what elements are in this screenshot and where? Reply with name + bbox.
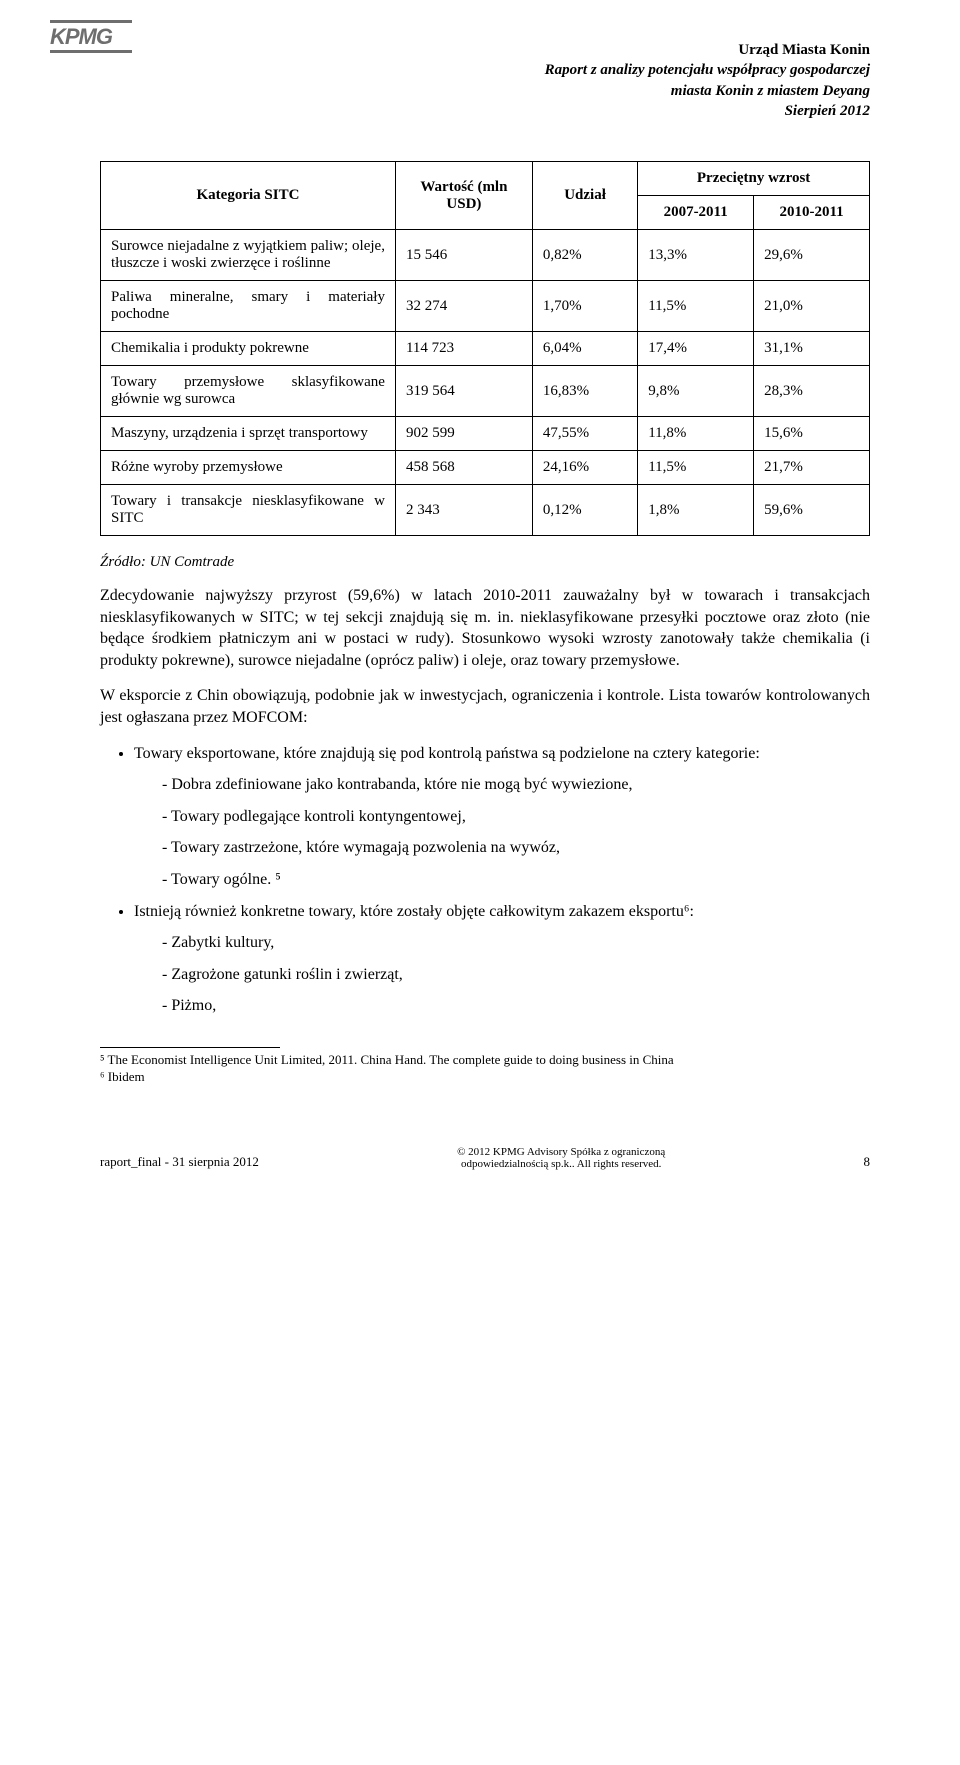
footnote-separator	[100, 1047, 280, 1048]
table-source: Źródło: UN Comtrade	[100, 554, 870, 571]
cell-label: Paliwa mineralne, smary i materiały poch…	[101, 281, 396, 332]
th-value: Wartość (mln USD)	[395, 162, 532, 230]
bullet-text: Towary eksportowane, które znajdują się …	[134, 745, 760, 762]
cell-label: Maszyny, urządzenia i sprzęt transportow…	[101, 417, 396, 451]
bullet-list: Towary eksportowane, które znajdują się …	[100, 743, 870, 1017]
cell-value: 15 546	[395, 230, 532, 281]
footnote-5: ⁵ The Economist Intelligence Unit Limite…	[100, 1052, 870, 1069]
kpmg-logo: KPMG	[50, 20, 132, 59]
table-row: Różne wyroby przemysłowe 458 568 24,16% …	[101, 451, 870, 485]
cell-p2: 15,6%	[754, 417, 870, 451]
cell-value: 114 723	[395, 332, 532, 366]
th-share: Udział	[532, 162, 637, 230]
dash-item: - Dobra zdefiniowane jako kontrabanda, k…	[162, 774, 870, 796]
cell-share: 6,04%	[532, 332, 637, 366]
header-title-2: miasta Konin z miastem Deyang	[100, 81, 870, 101]
dash-item: - Towary podlegające kontroli kontyngent…	[162, 806, 870, 828]
dash-list: - Zabytki kultury, - Zagrożone gatunki r…	[134, 932, 870, 1017]
paragraph-2: W eksporcie z Chin obowiązują, podobnie …	[100, 685, 870, 728]
svg-text:KPMG: KPMG	[50, 24, 113, 49]
cell-p2: 21,0%	[754, 281, 870, 332]
cell-p1: 11,8%	[638, 417, 754, 451]
cell-label: Towary przemysłowe sklasyfikowane główni…	[101, 366, 396, 417]
table-row: Towary i transakcje niesklasyfikowane w …	[101, 485, 870, 536]
cell-share: 47,55%	[532, 417, 637, 451]
footer-page-number: 8	[864, 1154, 871, 1170]
cell-value: 902 599	[395, 417, 532, 451]
page-footer: raport_final - 31 sierpnia 2012 © 2012 K…	[100, 1146, 870, 1170]
dash-item: - Zabytki kultury,	[162, 932, 870, 954]
cell-p1: 11,5%	[638, 451, 754, 485]
cell-value: 2 343	[395, 485, 532, 536]
table-body: Surowce niejadalne z wyjątkiem paliw; ol…	[101, 230, 870, 536]
dash-item: - Towary zastrzeżone, które wymagają poz…	[162, 837, 870, 859]
cell-p1: 13,3%	[638, 230, 754, 281]
footer-copyright-2: odpowiedzialnością sp.k.. All rights res…	[259, 1158, 864, 1170]
footer-center: © 2012 KPMG Advisory Spółka z ograniczon…	[259, 1146, 864, 1170]
header-org: Urząd Miasta Konin	[100, 40, 870, 60]
cell-p2: 59,6%	[754, 485, 870, 536]
paragraph-1: Zdecydowanie najwyższy przyrost (59,6%) …	[100, 585, 870, 671]
dash-item: - Towary ogólne. ⁵	[162, 869, 870, 891]
document-page: KPMG Urząd Miasta Konin Raport z analizy…	[0, 0, 960, 1210]
footer-copyright-1: © 2012 KPMG Advisory Spółka z ograniczon…	[259, 1146, 864, 1158]
table-row: Maszyny, urządzenia i sprzęt transportow…	[101, 417, 870, 451]
table-row: Paliwa mineralne, smary i materiały poch…	[101, 281, 870, 332]
footnote-6: ⁶ Ibidem	[100, 1069, 870, 1086]
cell-p2: 28,3%	[754, 366, 870, 417]
cell-value: 458 568	[395, 451, 532, 485]
cell-value: 32 274	[395, 281, 532, 332]
cell-share: 0,82%	[532, 230, 637, 281]
th-category: Kategoria SITC	[101, 162, 396, 230]
th-period-2: 2010-2011	[754, 196, 870, 230]
cell-label: Różne wyroby przemysłowe	[101, 451, 396, 485]
cell-label: Towary i transakcje niesklasyfikowane w …	[101, 485, 396, 536]
cell-p2: 29,6%	[754, 230, 870, 281]
cell-p1: 9,8%	[638, 366, 754, 417]
table-row: Towary przemysłowe sklasyfikowane główni…	[101, 366, 870, 417]
cell-p1: 17,4%	[638, 332, 754, 366]
header-title-1: Raport z analizy potencjału współpracy g…	[100, 60, 870, 80]
bullet-item: Towary eksportowane, które znajdują się …	[134, 743, 870, 891]
cell-share: 24,16%	[532, 451, 637, 485]
cell-share: 0,12%	[532, 485, 637, 536]
th-period-1: 2007-2011	[638, 196, 754, 230]
sitc-table: Kategoria SITC Wartość (mln USD) Udział …	[100, 161, 870, 536]
bullet-item: Istnieją również konkretne towary, które…	[134, 901, 870, 1017]
cell-share: 1,70%	[532, 281, 637, 332]
footer-left: raport_final - 31 sierpnia 2012	[100, 1154, 259, 1170]
dash-item: - Zagrożone gatunki roślin i zwierząt,	[162, 964, 870, 986]
table-row: Surowce niejadalne z wyjątkiem paliw; ol…	[101, 230, 870, 281]
header-date: Sierpień 2012	[100, 101, 870, 121]
cell-label: Chemikalia i produkty pokrewne	[101, 332, 396, 366]
cell-p1: 11,5%	[638, 281, 754, 332]
cell-value: 319 564	[395, 366, 532, 417]
cell-share: 16,83%	[532, 366, 637, 417]
document-header: Urząd Miasta Konin Raport z analizy pote…	[100, 40, 870, 121]
dash-item: - Piżmo,	[162, 995, 870, 1017]
bullet-text: Istnieją również konkretne towary, które…	[134, 903, 694, 920]
th-growth: Przeciętny wzrost	[638, 162, 870, 196]
dash-list: - Dobra zdefiniowane jako kontrabanda, k…	[134, 774, 870, 890]
cell-p2: 31,1%	[754, 332, 870, 366]
cell-p1: 1,8%	[638, 485, 754, 536]
table-header-row-1: Kategoria SITC Wartość (mln USD) Udział …	[101, 162, 870, 196]
table-row: Chemikalia i produkty pokrewne 114 723 6…	[101, 332, 870, 366]
cell-label: Surowce niejadalne z wyjątkiem paliw; ol…	[101, 230, 396, 281]
cell-p2: 21,7%	[754, 451, 870, 485]
